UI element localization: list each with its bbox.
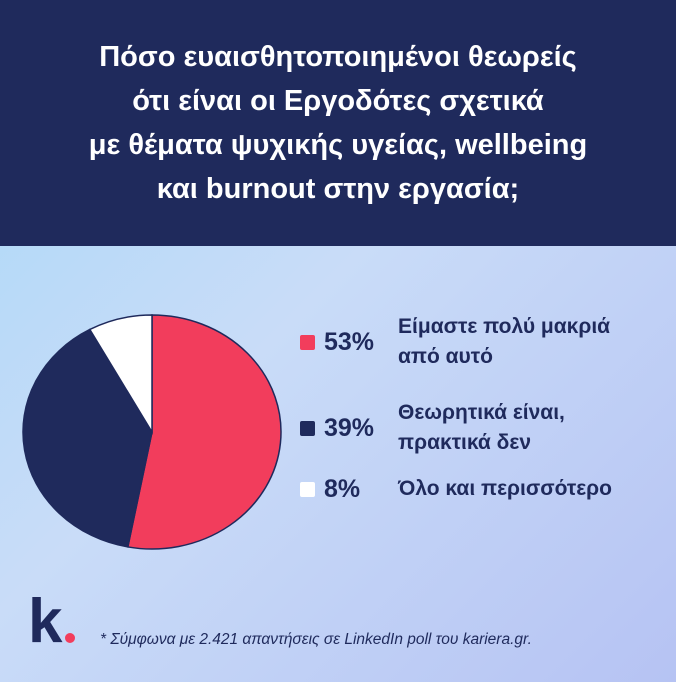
pie-slice-8 (88, 314, 153, 435)
legend-item-8: 8% Όλο και περισσότερο (300, 474, 612, 504)
legend-swatch-navy (300, 420, 315, 436)
legend-label: Όλο και περισσότερο (398, 477, 612, 500)
legend-swatch-pink (300, 334, 315, 350)
logo-letter: k (28, 590, 63, 650)
legend-label: Θεωρητικά είναι, πρακτικά δεν (398, 401, 565, 454)
logo-dot (65, 633, 75, 643)
pie-slice-53 (126, 314, 282, 550)
header-banner: Πόσο ευαισθητοποιημένοι θεωρείς ότι είνα… (0, 0, 676, 246)
title-line-3: με θέματα ψυχικής υγείας, wellbeing (88, 129, 588, 161)
legend-item-39: 39% Θεωρητικά είναι, πρακτικά δεν (300, 398, 565, 458)
title-line-4: και burnout στην εργασία; (156, 173, 520, 205)
legend-percent: 39% (324, 413, 375, 442)
legend-label: Είμαστε πολύ μακριά από αυτό (398, 315, 611, 368)
footnote: * Σύμφωνα με 2.421 απαντήσεις σε LinkedI… (100, 631, 532, 648)
legend-swatch-white (300, 481, 315, 497)
legend-item-53: 53% Είμαστε πολύ μακριά από αυτό (300, 312, 610, 372)
title-line-1: Πόσο ευαισθητοποιημένοι θεωρείς (99, 41, 577, 73)
title-line-2: ότι είναι οι Εργοδότες σχετικά (132, 85, 544, 117)
pie-slice-39 (22, 328, 153, 548)
legend-percent: 8% (324, 474, 361, 503)
kariera-logo: k (28, 590, 75, 650)
legend-percent: 53% (324, 327, 375, 356)
